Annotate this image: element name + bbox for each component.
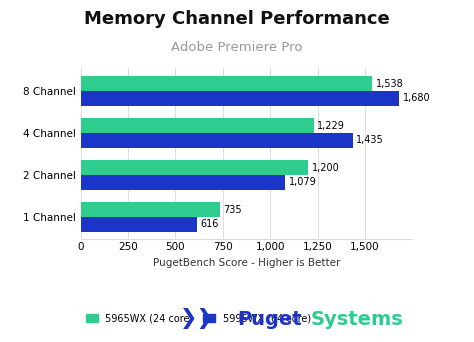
Bar: [81, 175, 285, 189]
Text: Puget: Puget: [237, 310, 301, 329]
Text: 1,079: 1,079: [289, 177, 316, 187]
Text: 735: 735: [223, 205, 242, 214]
X-axis label: PugetBench Score - Higher is Better: PugetBench Score - Higher is Better: [153, 258, 340, 268]
Text: 1,200: 1,200: [311, 162, 339, 173]
Bar: [81, 91, 399, 106]
Text: Memory Channel Performance: Memory Channel Performance: [84, 10, 390, 28]
Bar: [81, 160, 308, 175]
Bar: [81, 202, 220, 217]
Text: ❯❯: ❯❯: [180, 308, 215, 329]
Legend: 5965WX (24 core), 5995WX (64 core): 5965WX (24 core), 5995WX (64 core): [82, 309, 315, 327]
Text: Systems: Systems: [310, 310, 403, 329]
Text: Adobe Premiere Pro: Adobe Premiere Pro: [171, 41, 303, 54]
Text: 1,680: 1,680: [402, 93, 430, 103]
Text: 1,538: 1,538: [375, 79, 403, 89]
Bar: [81, 217, 197, 232]
Bar: [81, 76, 372, 91]
Text: 616: 616: [201, 219, 219, 229]
Bar: [81, 118, 314, 133]
Bar: [81, 133, 353, 148]
Text: 1,435: 1,435: [356, 135, 384, 145]
Text: 1,229: 1,229: [317, 120, 345, 131]
